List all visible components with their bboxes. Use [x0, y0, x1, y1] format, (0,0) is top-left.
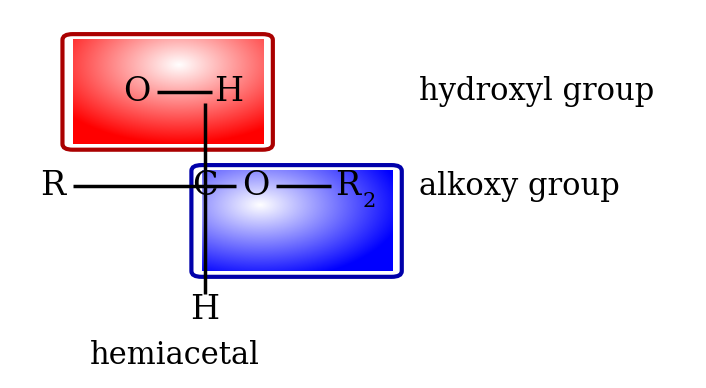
- Text: C: C: [192, 170, 217, 202]
- Text: O: O: [124, 76, 151, 108]
- Text: R: R: [40, 170, 65, 202]
- Text: alkoxy group: alkoxy group: [419, 171, 619, 202]
- Text: 2: 2: [363, 192, 376, 211]
- Text: hydroxyl group: hydroxyl group: [419, 76, 654, 107]
- Text: R: R: [335, 170, 360, 202]
- Text: H: H: [214, 76, 244, 108]
- Text: H: H: [191, 294, 220, 326]
- Text: O: O: [242, 170, 270, 202]
- Text: hemiacetal: hemiacetal: [90, 340, 259, 371]
